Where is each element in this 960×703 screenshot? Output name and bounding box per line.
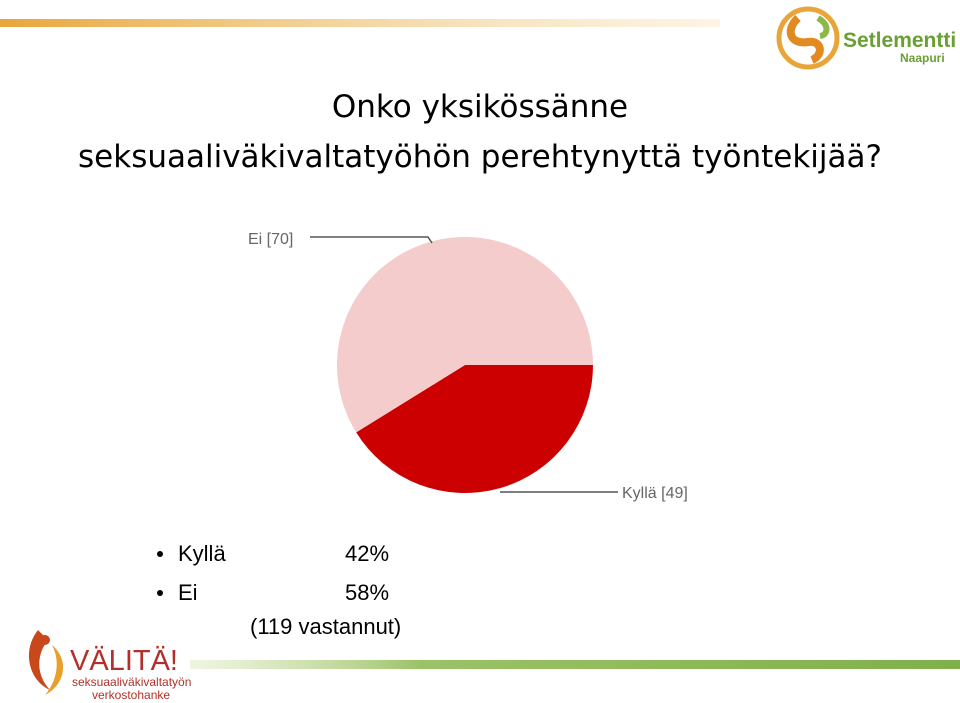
top-bar — [0, 19, 720, 27]
logo-line: seksuaaliväkivaltatyön — [72, 675, 191, 689]
summary-label: Kyllä — [178, 541, 226, 566]
pie-slice — [337, 236, 593, 433]
bullet — [157, 551, 163, 557]
setlementti-logo: Setlementti Naapuri — [776, 6, 956, 70]
logo-name: VÄLITÄ! — [70, 645, 178, 677]
summary: Kyllä 42% Ei 58% — [157, 541, 389, 605]
logo-name: Setlementti — [843, 29, 956, 52]
summary-label: Ei — [178, 580, 198, 605]
bullet — [157, 590, 163, 596]
logo-sub: Naapuri — [900, 51, 945, 65]
valita-logo: VÄLITÄ! seksuaaliväkivaltatyön verkostoh… — [28, 630, 191, 702]
pie: Kyllä [49] Ei [70] — [248, 231, 688, 502]
pie-slice — [356, 365, 593, 493]
bottom-bar — [190, 660, 960, 669]
logo-line: verkostohanke — [92, 688, 170, 702]
chart-title: Onko yksikössänne seksuaaliväkivaltatyöhö… — [78, 89, 882, 175]
data-label: Kyllä [49] — [622, 485, 688, 502]
leader-line — [310, 236, 433, 244]
summary-note: (119 vastannut) — [250, 614, 401, 639]
summary-percent: 42% — [345, 541, 389, 566]
data-label: Ei [70] — [248, 231, 293, 248]
summary-percent: 58% — [345, 580, 389, 605]
